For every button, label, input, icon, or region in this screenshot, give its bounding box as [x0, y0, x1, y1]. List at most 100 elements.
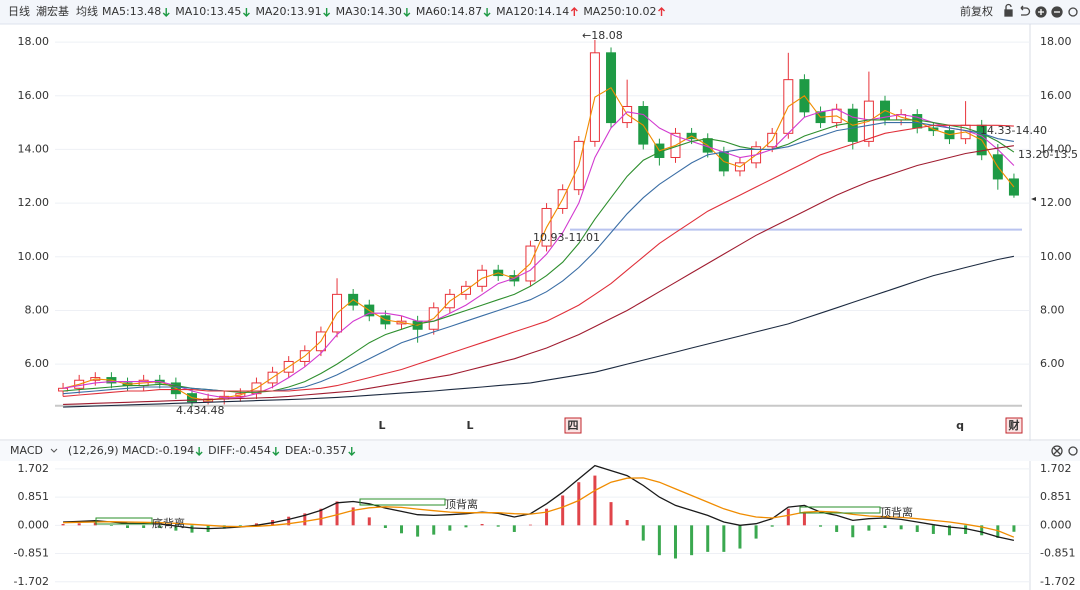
toolbar-icons: [1004, 3, 1078, 18]
macd-bar: [1012, 525, 1016, 532]
y-tick-label: 10.00: [18, 250, 50, 263]
macd-bar: [899, 525, 903, 530]
macd-bar: [819, 525, 823, 527]
candle-body: [1008, 178, 1019, 196]
legend-entry: MA5:13.48: [102, 5, 161, 18]
annotation: 13.20-13.5: [1018, 148, 1078, 161]
legend-entry: MA20:13.91: [255, 5, 321, 18]
trend-arrow: [242, 8, 250, 17]
settings-icon[interactable]: [1068, 7, 1078, 17]
macd-line: [63, 477, 1015, 538]
macd-bar: [673, 525, 677, 559]
y2-tick-label: 1.702: [1040, 462, 1072, 475]
y2-tick-label: 14.00: [1040, 142, 1072, 155]
macd-bar: [867, 525, 871, 531]
macd-bar: [641, 525, 645, 541]
event-marker: L: [378, 419, 385, 432]
y-tick-label: 12.00: [18, 196, 50, 209]
y2-tick-label: -1.702: [1040, 575, 1075, 588]
trend-arrow: [483, 8, 491, 17]
macd-bar: [738, 525, 742, 549]
legend-entry: MACD:-0.194: [122, 444, 194, 457]
macd-bar: [383, 525, 387, 528]
macd-bar: [980, 525, 984, 536]
y2-tick-label: 8.00: [1040, 303, 1065, 316]
trend-arrow: [272, 447, 280, 456]
trend-arrow: [195, 447, 203, 456]
y2-tick-label: 0.000: [1040, 518, 1072, 531]
annotation: 4.43: [176, 404, 201, 417]
settings-icon[interactable]: [1068, 446, 1078, 456]
price-pointer: [1031, 197, 1036, 201]
y-tick-label: 1.702: [18, 462, 50, 475]
legend-entry: DIFF:-0.454: [208, 444, 271, 457]
close-icon[interactable]: [1051, 445, 1063, 457]
y-tick-label: 0.000: [18, 518, 50, 531]
macd-dropdown[interactable]: [50, 448, 58, 453]
trend-arrow: [323, 8, 331, 17]
macd-bar: [706, 525, 710, 552]
macd-bar: [238, 525, 242, 526]
y-tick-label: 8.00: [25, 303, 50, 316]
ma-line: [63, 122, 1014, 395]
marker-box: [564, 417, 582, 434]
macd-bar: [545, 508, 549, 526]
indicator-menu[interactable]: 均线: [76, 4, 98, 18]
macd-icons: [1051, 445, 1078, 457]
macd-header: [0, 441, 1080, 461]
macd-bar: [528, 524, 532, 526]
macd-bar: [142, 525, 146, 528]
macd-bar: [915, 525, 919, 532]
ma-line: [63, 108, 1015, 399]
macd-bar: [931, 525, 935, 534]
period-tab[interactable]: 日线: [8, 4, 30, 18]
legend-entry: MA30:14.30: [336, 5, 402, 18]
macd-bar: [303, 513, 307, 526]
y2-tick-label: 16.00: [1040, 89, 1072, 102]
macd-bar: [609, 502, 613, 526]
event-marker: 财: [1008, 418, 1020, 432]
close-x: [1053, 447, 1061, 455]
adjust-menu[interactable]: 前复权: [960, 4, 993, 18]
macd-bar: [464, 525, 468, 528]
y-tick-label: -0.851: [14, 547, 49, 560]
macd-bar: [400, 525, 404, 534]
macd-bar: [174, 525, 178, 531]
macd-bar: [786, 508, 790, 526]
legend-entry: MA60:14.87: [416, 5, 482, 18]
macd-bar: [158, 525, 162, 528]
macd-title: MACD: [10, 444, 43, 457]
candle-body: [58, 387, 69, 392]
y-tick-label: 14.00: [18, 142, 50, 155]
event-marker: q: [956, 419, 964, 432]
macd-bar: [126, 525, 130, 528]
macd-bar: [883, 525, 887, 528]
macd-bar: [351, 507, 355, 526]
macd-bar: [512, 525, 516, 532]
ma-line: [62, 86, 1015, 401]
macd-bar: [222, 525, 226, 529]
annotation: 顶背离: [445, 497, 478, 511]
macd-bar: [77, 523, 81, 526]
undo-icon[interactable]: [1020, 5, 1031, 16]
y-tick-label: -1.702: [14, 575, 49, 588]
y-tick-label: 0.851: [18, 490, 50, 503]
annotation: 顶背离: [880, 505, 913, 519]
macd-bar: [319, 508, 323, 526]
macd-bar: [93, 522, 97, 526]
y2-tick-label: 10.00: [1040, 250, 1072, 263]
trend-arrow: [403, 8, 411, 17]
trend-arrow: [162, 8, 170, 17]
macd-bar: [835, 525, 839, 532]
annotation: 4.48: [200, 404, 225, 417]
y-tick-label: 16.00: [18, 89, 50, 102]
legend-entry: DEA:-0.357: [285, 444, 347, 457]
macd-bar: [851, 525, 855, 538]
legend-entry: MA250:10.02: [583, 5, 656, 18]
macd-bar: [190, 525, 194, 533]
lock-icon[interactable]: [1004, 9, 1013, 17]
ma-line: [63, 255, 1015, 408]
y-tick-label: 18.00: [18, 35, 50, 48]
macd-bar: [480, 524, 484, 526]
